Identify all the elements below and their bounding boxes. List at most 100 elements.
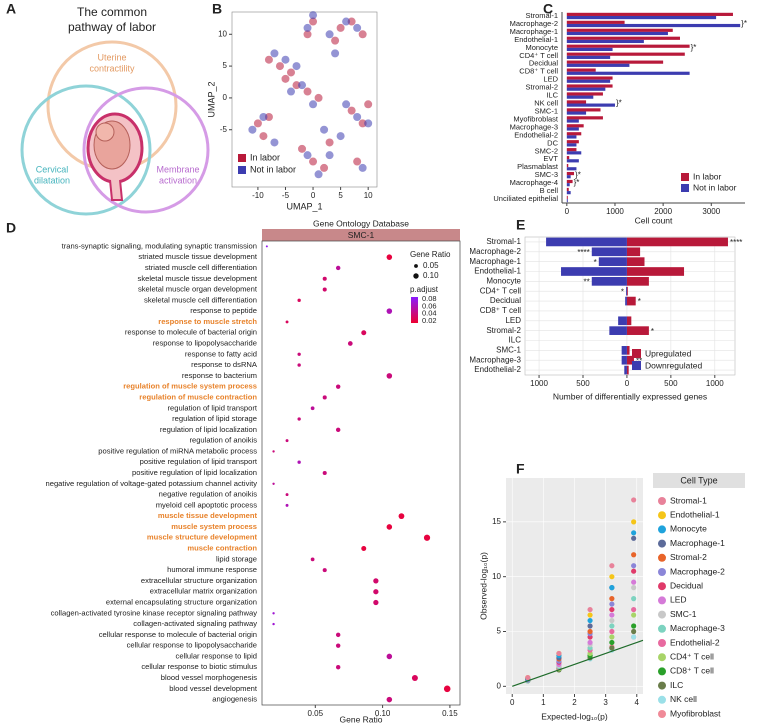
point [609, 645, 615, 651]
x-tick-label: 0 [625, 379, 630, 388]
y-tick-label: -5 [220, 125, 228, 134]
bar [626, 286, 627, 296]
y-tick-label: myeloid cell apoptotic process [156, 500, 258, 509]
legend-label: ILC [670, 680, 683, 690]
significance-label: ** [584, 277, 590, 286]
point [331, 36, 340, 45]
legend-dot [658, 681, 666, 690]
point [631, 612, 637, 618]
point [556, 650, 562, 657]
x-tick-label: 10 [364, 191, 373, 200]
bar [591, 277, 627, 286]
y-tick-label: angiogenesis [212, 695, 257, 704]
legend-label: Endothelial-1 [670, 509, 720, 519]
x-tick-label: 5 [338, 191, 343, 200]
set-label: Membrane [156, 164, 199, 174]
point [525, 674, 531, 681]
bar [566, 28, 673, 32]
y-tick-label: CD4⁺ T cell [480, 286, 521, 295]
legend-swatch [238, 166, 246, 174]
bar [561, 267, 627, 276]
bar [566, 191, 571, 195]
y-tick-label: positive regulation of lipid transport [140, 457, 258, 466]
bar [626, 237, 728, 247]
panel-label: D [6, 220, 16, 236]
point [631, 623, 637, 629]
colorbar-label: 0.02 [422, 316, 437, 325]
dot [386, 524, 393, 530]
legend-label: SMC-1 [670, 609, 697, 619]
set-label: contractility [89, 63, 135, 73]
point [631, 634, 637, 640]
x-tick-label: 2 [572, 698, 577, 707]
y-tick-label: positive regulation of miRNA metabolic p… [98, 446, 257, 455]
y-tick-label: Monocyte [525, 43, 558, 52]
y-tick-label: LED [543, 75, 558, 84]
colorbar-label: 0.08 [422, 294, 437, 303]
bar [626, 257, 645, 266]
colorbar-label: 0.06 [422, 301, 437, 310]
point [331, 49, 340, 58]
point [303, 30, 312, 39]
bar [566, 23, 741, 28]
y-tick-label: 0 [497, 681, 502, 690]
y-tick-label: extracellular matrix organization [150, 587, 257, 596]
point [336, 23, 345, 32]
set-label: Uterine [97, 52, 126, 62]
legend-label: Myofibroblast [670, 708, 721, 718]
point [281, 74, 290, 83]
bar [609, 326, 627, 335]
chart-title: Gene Ontology Database [313, 218, 409, 228]
legend-swatch [681, 184, 689, 192]
dot [285, 503, 289, 507]
x-tick-label: 1000 [530, 379, 548, 388]
y-tick-label: EVT [543, 154, 558, 163]
dot [297, 352, 301, 356]
y-tick-label: Macrophage-4 [510, 178, 558, 187]
significance-label: ** [636, 356, 642, 365]
point [259, 132, 268, 141]
panel-label: E [516, 217, 525, 233]
point [631, 596, 637, 602]
y-tick-label: SMC-3 [535, 170, 558, 179]
bar [566, 175, 571, 179]
legend-title: Gene Ratio [410, 250, 451, 259]
point [631, 628, 637, 635]
plot-frame [261, 240, 461, 706]
point [587, 617, 593, 624]
x-tick-label: 0.15 [442, 709, 458, 718]
dot [335, 643, 341, 648]
y-tick-label: regulation of lipid transport [168, 403, 258, 412]
bar [566, 143, 577, 147]
dot [423, 534, 431, 541]
bar [626, 277, 649, 286]
x-tick-label: 1000 [706, 379, 724, 388]
x-axis-label: Expected-log₁₀(p) [541, 711, 608, 721]
dot [310, 406, 315, 411]
legend-swatch [632, 361, 641, 370]
point [286, 87, 295, 96]
point [587, 623, 593, 629]
diagram-title: The common [77, 5, 147, 19]
y-tick-label: CD8⁺ T cell [480, 306, 521, 315]
bar [566, 55, 611, 59]
y-tick-label: striated muscle cell differentiation [145, 263, 257, 272]
point [631, 519, 637, 525]
legend-dot [658, 497, 666, 505]
legend-title: p.adjust [410, 285, 439, 294]
point [631, 585, 637, 591]
legend-swatch [632, 349, 641, 358]
y-tick-label: trans-synaptic signaling, modulating syn… [62, 241, 257, 250]
bar [618, 316, 627, 326]
legend-label: Downregulated [645, 360, 702, 370]
point [325, 30, 334, 39]
colorbar-label: 0.04 [422, 309, 437, 318]
point [325, 151, 334, 160]
dot [265, 245, 268, 248]
x-tick-label: 500 [664, 379, 678, 388]
legend-title: Cell Type [680, 475, 717, 485]
dot [386, 373, 393, 379]
dot [310, 557, 315, 562]
bar [566, 164, 569, 168]
point [336, 132, 345, 141]
